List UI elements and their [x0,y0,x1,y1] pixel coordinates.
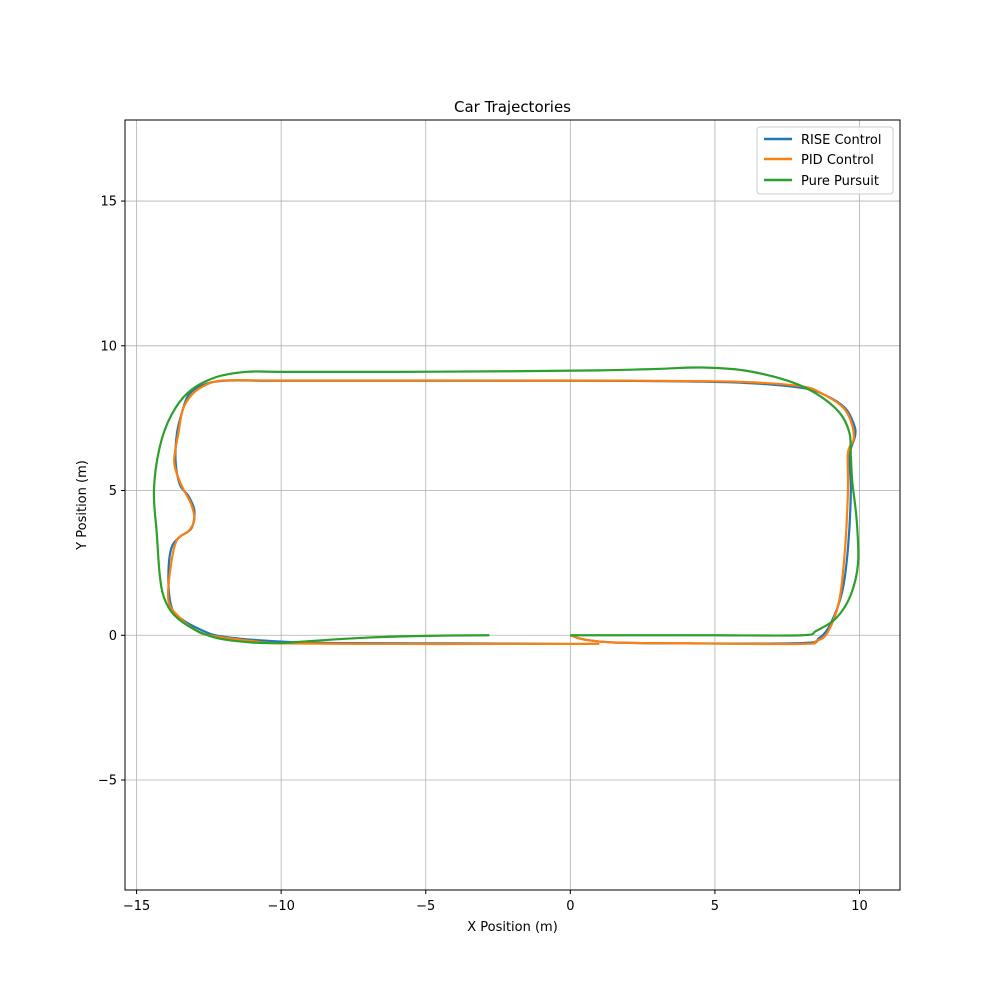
x-axis-title: X Position (m) [467,920,558,935]
x-tick-label: −15 [123,899,150,914]
y-axis-title: Y Position (m) [75,460,90,551]
y-tick-label: 15 [100,195,117,210]
series-line-pure-pursuit [152,366,860,645]
plot-frame [124,119,901,891]
series-layer [152,366,860,646]
grid-lines [125,120,900,890]
x-tick-label: 10 [851,899,868,914]
y-tick-label: 5 [109,484,117,499]
x-tick-label: −10 [267,899,294,914]
x-tick-label: −5 [416,899,435,914]
x-tick-label: 0 [566,899,574,914]
chart-title: Car Trajectories [454,98,571,116]
axis-ticks: −15 −10 −5 0 5 10 −5 0 5 10 15 [98,195,868,914]
x-tick-label: 5 [711,899,719,914]
y-tick-label: 0 [109,629,117,644]
y-tick-label: −5 [98,774,117,789]
y-tick-label: 10 [100,339,117,354]
legend-label-pure-pursuit: Pure Pursuit [801,174,879,189]
legend-box [756,126,894,195]
legend-label-rise: RISE Control [801,133,881,148]
legend: RISE Control PID Control Pure Pursuit [756,126,894,195]
legend-label-pid: PID Control [801,153,874,168]
